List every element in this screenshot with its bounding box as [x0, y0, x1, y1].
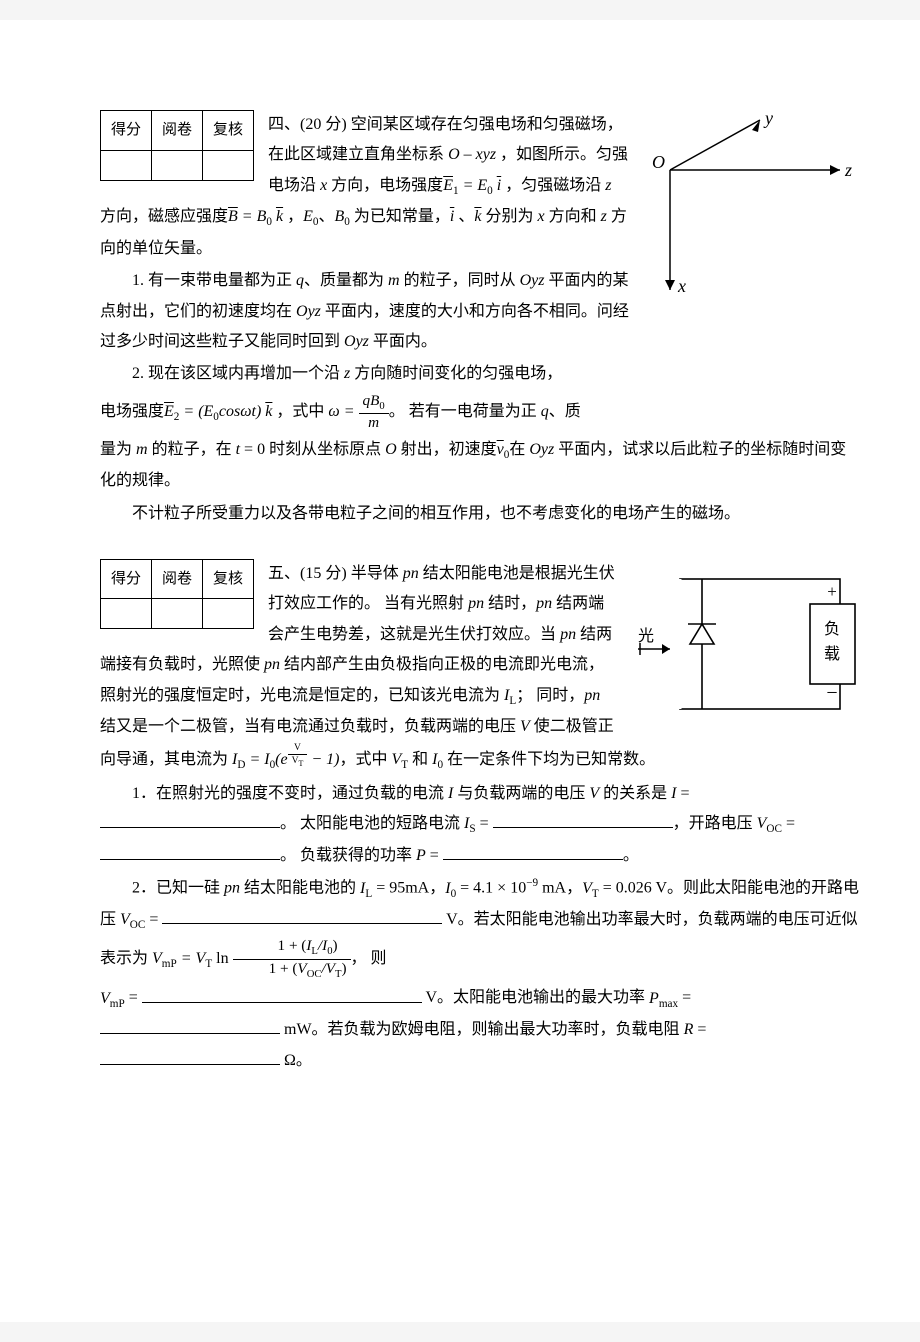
score-header: 得分	[101, 111, 152, 151]
score-cell	[203, 599, 254, 629]
blank-Pmax	[100, 1015, 280, 1034]
plus-label: +	[827, 582, 837, 601]
blank-P	[443, 841, 623, 860]
score-table: 得分 阅卷 复核	[100, 110, 254, 181]
score-header: 阅卷	[152, 559, 203, 599]
q5-part2-b: VmP = V。太阳能电池输出的最大功率 Pmax = mW。若负载为欧姆电阻，…	[100, 983, 860, 1076]
load-label-1: 负	[824, 620, 840, 638]
q4-part2-b: 电场强度E2 = (E0cosωt) k ，式中 ω = qB0m。 若有一电荷…	[100, 392, 860, 433]
exam-page: 得分 阅卷 复核 y z	[0, 20, 920, 1322]
blank-Voc	[100, 841, 280, 860]
coordinate-diagram: y z x O	[640, 110, 860, 321]
score-cell	[203, 150, 254, 180]
score-header: 得分	[101, 559, 152, 599]
score-table: 得分 阅卷 复核	[100, 559, 254, 630]
blank-R	[100, 1046, 280, 1065]
blank-Voc2	[162, 905, 442, 924]
score-box-q5: 得分 阅卷 复核	[100, 559, 254, 630]
axis-origin-label: O	[652, 152, 665, 172]
minus-label: −	[826, 682, 837, 704]
score-header: 阅卷	[152, 111, 203, 151]
score-cell	[152, 150, 203, 180]
load-label-2: 载	[824, 645, 840, 663]
score-box-q4: 得分 阅卷 复核	[100, 110, 254, 181]
problem-5: 得分 阅卷 复核 + 负 载 −	[100, 559, 860, 1076]
axis-x-label: x	[677, 276, 686, 296]
light-label: 光	[638, 627, 654, 645]
blank-I	[100, 809, 280, 828]
q4-part2-a: 2. 现在该区域内再增加一个沿 z 方向随时间变化的匀强电场，	[100, 359, 860, 389]
score-cell	[152, 599, 203, 629]
problem-4: 得分 阅卷 复核 y z	[100, 110, 860, 529]
score-header: 复核	[203, 111, 254, 151]
axis-y-label: y	[763, 110, 773, 128]
q5-part2-a: 2．已知一硅 pn 结太阳能电池的 IL = 95mA，I0 = 4.1 × 1…	[100, 873, 860, 981]
blank-Vmp	[142, 983, 422, 1002]
q5-part1: 1．在照射光的强度不变时，通过负载的电流 I 与负载两端的电压 V 的关系是 I…	[100, 779, 860, 872]
score-header: 复核	[203, 559, 254, 599]
axis-z-label: z	[844, 160, 852, 180]
circuit-diagram: + 负 载 − 光	[630, 559, 860, 740]
score-cell	[101, 599, 152, 629]
q4-part2-c: 量为 m 的粒子，在 t = 0 时刻从坐标原点 O 射出，初速度v0在 Oyz…	[100, 435, 860, 497]
q4-note: 不计粒子所受重力以及各带电粒子之间的相互作用，也不考虑变化的电场产生的磁场。	[100, 499, 860, 529]
score-cell	[101, 150, 152, 180]
blank-Is	[493, 809, 673, 828]
